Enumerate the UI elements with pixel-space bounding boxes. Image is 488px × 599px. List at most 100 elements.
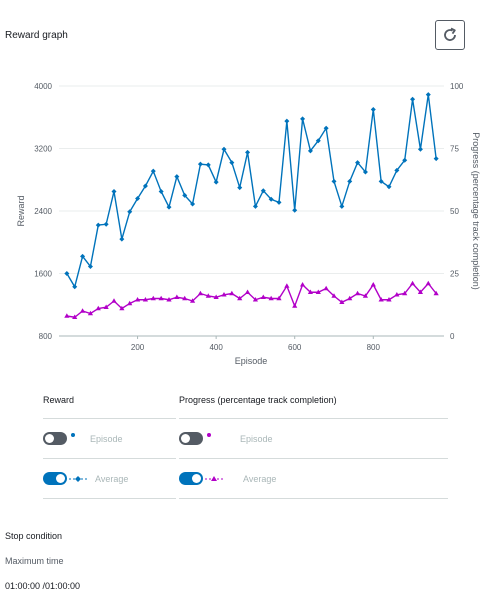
progress-episode-toggle[interactable] <box>179 432 203 445</box>
stop-condition-heading: Stop condition <box>5 531 63 541</box>
progress-point <box>402 290 408 296</box>
reward-episode-toggle[interactable] <box>43 432 67 445</box>
progress-point <box>134 296 141 302</box>
reward-point <box>182 192 188 198</box>
reward-point <box>315 138 321 144</box>
progress-legend-header: Progress (percentage track completion) <box>179 388 448 419</box>
reward-point <box>87 263 93 269</box>
progress-point <box>197 290 204 296</box>
progress-legend: Progress (percentage track completion) E… <box>179 388 448 499</box>
progress-point <box>362 293 369 298</box>
y-axis-label: Reward <box>16 195 26 226</box>
reward-point <box>410 96 416 102</box>
reward-series-line <box>66 94 437 289</box>
y-tick-label: 2400 <box>34 207 52 216</box>
reward-point <box>268 196 274 202</box>
reward-point <box>292 207 298 213</box>
reward-point <box>323 125 329 131</box>
reward-point <box>260 188 266 194</box>
progress-point <box>378 296 384 302</box>
progress-point <box>142 296 149 302</box>
max-time-value: 01:00:00 /01:00:00 <box>5 581 81 591</box>
progress-point <box>394 291 400 297</box>
reward-point <box>142 183 148 189</box>
x-tick-label: 800 <box>367 343 381 352</box>
x-tick-label: 600 <box>288 343 302 352</box>
x-axis-label: Episode <box>235 356 268 366</box>
reward-point <box>158 188 164 194</box>
reward-point <box>166 204 172 210</box>
reward-point <box>276 199 282 205</box>
max-time-label: Maximum time <box>5 556 64 566</box>
y2-tick-label: 75 <box>450 145 459 154</box>
reward-point <box>95 222 101 228</box>
progress-point <box>323 285 329 291</box>
progress-point <box>339 299 345 305</box>
y-tick-label: 800 <box>39 332 53 341</box>
y2-tick-label: 0 <box>450 332 455 341</box>
reward-point <box>221 146 227 152</box>
progress-point <box>433 290 439 296</box>
refresh-button[interactable] <box>435 20 465 50</box>
progress-point <box>174 294 180 300</box>
reward-point <box>339 203 345 209</box>
progress-average-marker-icon <box>205 476 223 481</box>
y2-tick-label: 50 <box>450 207 459 216</box>
progress-point <box>103 304 109 310</box>
reward-average-toggle[interactable] <box>43 472 67 485</box>
progress-point <box>221 291 227 297</box>
progress-point <box>127 300 133 306</box>
progress-point <box>260 294 266 300</box>
y-tick-label: 3200 <box>34 145 52 154</box>
progress-point <box>268 295 274 301</box>
progress-point <box>315 289 321 295</box>
progress-average-label: Average <box>243 473 277 484</box>
progress-point <box>182 295 188 301</box>
reward-point <box>417 146 423 152</box>
reward-point <box>362 169 368 175</box>
reward-point <box>237 185 243 191</box>
progress-point <box>299 281 306 287</box>
reward-point <box>307 148 313 154</box>
progress-point <box>292 303 298 308</box>
reward-average-label: Average <box>95 473 129 484</box>
reward-point <box>252 203 258 209</box>
reward-point <box>205 162 211 168</box>
reward-point <box>402 157 408 163</box>
reward-point <box>355 160 361 166</box>
reward-episode-marker-icon <box>71 433 75 437</box>
progress-point <box>284 283 290 288</box>
reward-point <box>300 116 306 122</box>
y2-tick-label: 25 <box>450 270 459 279</box>
y2-tick-label: 100 <box>450 82 464 91</box>
y-tick-label: 4000 <box>34 82 52 91</box>
progress-point <box>205 293 211 298</box>
progress-point <box>425 280 431 286</box>
reward-point <box>174 174 180 180</box>
reward-point <box>229 160 235 166</box>
reward-average-marker-icon <box>69 476 87 482</box>
progress-point <box>158 295 164 301</box>
progress-point <box>354 290 361 296</box>
progress-episode-marker-icon <box>207 433 211 437</box>
reward-point <box>135 196 141 201</box>
reward-point <box>72 284 78 290</box>
reward-point <box>347 178 353 184</box>
reward-point <box>64 271 70 276</box>
reward-legend-header: Reward <box>43 388 176 419</box>
reward-point <box>433 156 439 162</box>
reward-average-row: Average <box>43 459 176 499</box>
reward-point <box>197 161 203 167</box>
progress-point <box>87 310 94 316</box>
progress-point <box>409 280 416 286</box>
progress-episode-row: Episode <box>179 419 448 459</box>
progress-episode-label: Episode <box>240 433 273 444</box>
reward-point <box>378 178 384 184</box>
progress-average-toggle[interactable] <box>179 472 203 485</box>
reward-point <box>127 209 133 215</box>
reward-point <box>150 168 156 174</box>
progress-point <box>111 298 117 303</box>
y2-axis-label: Progress (percentage track completion) <box>471 132 481 290</box>
progress-point <box>213 294 219 300</box>
reward-chart: 800 1600 2400 3200 4000 0 25 50 75 100 200 400 600 80… <box>16 82 481 366</box>
